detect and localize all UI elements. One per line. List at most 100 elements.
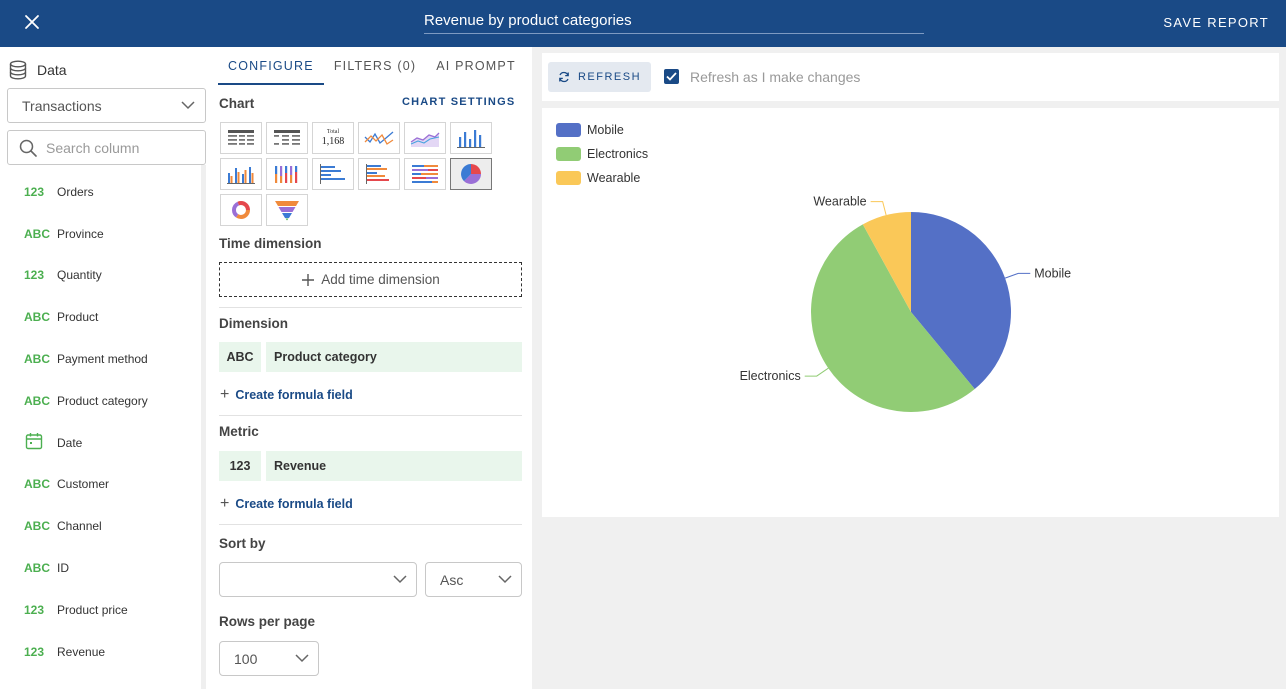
sort-order-select[interactable]: Asc xyxy=(425,562,522,597)
dimension-field-pill[interactable]: Product category xyxy=(266,342,522,372)
chart-type-funnel[interactable] xyxy=(266,194,308,226)
number-icon-caption: Total xyxy=(326,129,340,135)
metric-field-pill[interactable]: Revenue xyxy=(266,451,522,481)
divider xyxy=(219,307,522,308)
save-report-button[interactable]: SAVE REPORT xyxy=(1163,15,1269,30)
pie-slice-wearable[interactable] xyxy=(862,212,911,312)
database-icon xyxy=(9,60,27,80)
grouped-bar-icon xyxy=(366,164,389,184)
chart-type-stacked-column[interactable] xyxy=(266,158,308,190)
scrollbar[interactable] xyxy=(201,165,206,689)
chart-type-stacked-bar[interactable] xyxy=(404,158,446,190)
pivot-table-icon xyxy=(274,130,300,145)
refresh-button[interactable]: REFRESH xyxy=(548,62,651,92)
config-tabs: CONFIGURE FILTERS (0) AI PROMPT xyxy=(218,58,526,85)
field-item[interactable]: ABC Customer xyxy=(0,464,200,506)
chart-type-line[interactable] xyxy=(358,122,400,154)
chart-type-grouped-bar[interactable] xyxy=(358,158,400,190)
field-type-badge: ABC xyxy=(24,477,50,492)
plus-icon: + xyxy=(220,495,230,512)
time-dimension-title: Time dimension xyxy=(219,236,322,251)
chart-type-pivot-table[interactable] xyxy=(266,122,308,154)
search-icon xyxy=(19,139,37,157)
legend-item[interactable]: Mobile xyxy=(556,118,648,142)
tab-ai-prompt[interactable]: AI PROMPT xyxy=(436,59,516,73)
pie-slice-electronics[interactable] xyxy=(811,224,975,412)
data-label: Data xyxy=(37,62,67,78)
chart-type-grouped-column[interactable] xyxy=(220,158,262,190)
chart-type-column[interactable] xyxy=(450,122,492,154)
field-item[interactable]: ABC Product xyxy=(0,296,200,338)
divider xyxy=(219,524,522,525)
pie-label: Wearable xyxy=(813,195,866,209)
sort-field-select[interactable] xyxy=(219,562,417,597)
top-bar: Revenue by product categories SAVE REPOR… xyxy=(0,0,1286,47)
tab-filters-0[interactable]: FILTERS (0) xyxy=(333,59,417,73)
search-column-field[interactable] xyxy=(7,130,206,165)
preview-toolbar: REFRESH Refresh as I make changes xyxy=(542,53,1279,101)
chart-type-area[interactable] xyxy=(404,122,446,154)
field-list: 123 Orders ABC Province 123 Quantity ABC Produc… xyxy=(0,171,200,673)
field-item[interactable]: 123 Orders xyxy=(0,171,200,213)
chart-type-table[interactable] xyxy=(220,122,262,154)
report-title-field[interactable]: Revenue by product categories xyxy=(424,10,924,34)
field-type-badge: 123 xyxy=(24,268,45,283)
field-item[interactable]: ABC Province xyxy=(0,213,200,255)
divider xyxy=(219,415,522,416)
report-title: Revenue by product categories xyxy=(424,12,632,29)
create-formula-metric-link[interactable]: + Create formula field xyxy=(220,495,353,513)
funnel-chart-icon xyxy=(275,201,299,221)
field-name: Product category xyxy=(57,393,148,408)
pie-label-line xyxy=(804,367,829,377)
field-item[interactable]: ABC Channel xyxy=(0,505,200,547)
tab-configure[interactable]: CONFIGURE xyxy=(218,58,324,85)
stacked-bar-icon xyxy=(412,165,438,183)
legend-label: Mobile xyxy=(587,123,624,137)
field-item[interactable]: ABC Payment method xyxy=(0,338,200,380)
field-name: Payment method xyxy=(57,352,148,367)
create-formula-dimension-link[interactable]: + Create formula field xyxy=(220,386,353,404)
field-item[interactable]: 123 Product price xyxy=(0,589,200,631)
plus-icon: + xyxy=(220,386,230,403)
legend-swatch xyxy=(556,171,581,185)
bar-chart-icon xyxy=(320,164,345,184)
configure-panel: CONFIGURE FILTERS (0) AI PROMPT Chart CHAR… xyxy=(208,47,532,689)
auto-refresh-label: Refresh as I make changes xyxy=(690,69,861,85)
search-column-input[interactable] xyxy=(46,138,196,158)
column-chart-icon xyxy=(457,130,485,148)
dimension-title: Dimension xyxy=(219,316,289,331)
field-name: ID xyxy=(57,561,69,576)
metric-title: Metric xyxy=(219,424,259,439)
field-name: Orders xyxy=(57,184,94,199)
field-item[interactable]: ABC ID xyxy=(0,547,200,589)
metric-type-badge: 123 xyxy=(219,451,261,481)
field-name: Channel xyxy=(57,519,102,534)
field-item[interactable]: ABC Product category xyxy=(0,380,200,422)
area-chart-icon xyxy=(410,132,440,147)
chart-section-title: Chart xyxy=(219,96,255,111)
chart-type-pie[interactable] xyxy=(450,158,492,190)
field-item[interactable]: 123 Quantity xyxy=(0,255,200,297)
chart-type-donut[interactable] xyxy=(220,194,262,226)
donut-chart-icon xyxy=(232,201,250,219)
chart-type-bar[interactable] xyxy=(312,158,354,190)
field-item[interactable]: Date xyxy=(0,422,200,464)
rows-per-page-select[interactable]: 100 xyxy=(219,641,319,676)
calendar-icon xyxy=(0,432,57,453)
chart-card: Mobile Electronics Wearable Mobile Electron… xyxy=(542,108,1279,517)
number-icon-value: 1,168 xyxy=(321,136,345,147)
legend-item[interactable]: Electronics xyxy=(556,142,648,166)
chart-type-number[interactable]: Total 1,168 xyxy=(312,122,354,154)
field-item[interactable]: 123 Revenue xyxy=(0,631,200,673)
formula-label: Create formula field xyxy=(235,388,353,402)
field-name: Province xyxy=(57,226,104,241)
legend-swatch xyxy=(556,147,581,161)
add-time-dimension-button[interactable]: Add time dimension xyxy=(219,262,522,297)
pie-slice-mobile[interactable] xyxy=(911,212,1011,390)
chart-settings-link[interactable]: CHART SETTINGS xyxy=(402,96,516,108)
auto-refresh-checkbox[interactable] xyxy=(664,69,679,84)
data-source-select[interactable]: Transactions xyxy=(7,88,206,123)
chevron-down-icon xyxy=(295,654,309,663)
legend-item[interactable]: Wearable xyxy=(556,166,648,190)
close-icon[interactable] xyxy=(22,12,42,32)
